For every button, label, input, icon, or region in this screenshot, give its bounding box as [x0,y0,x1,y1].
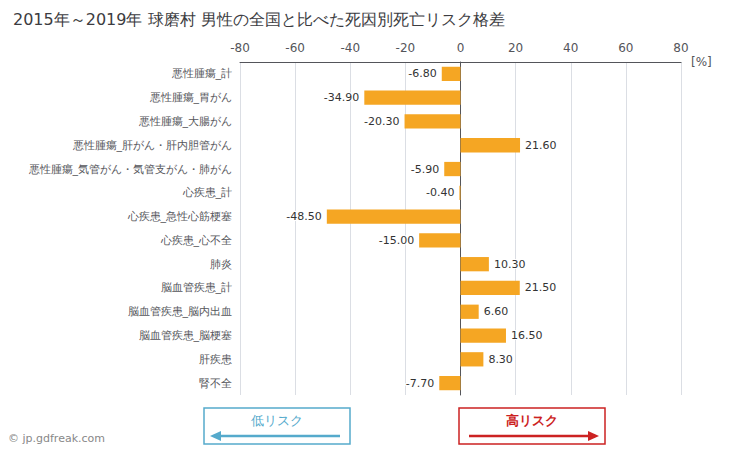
svg-text:悪性腫瘍_気管がん・気管支がん・肺がん: 悪性腫瘍_気管がん・気管支がん・肺がん [28,163,233,176]
svg-text:-60: -60 [285,41,305,55]
svg-text:心疾患_心不全: 心疾患_心不全 [160,234,233,247]
svg-text:-6.80: -6.80 [408,67,436,80]
svg-text:-5.90: -5.90 [411,163,439,176]
svg-text:肝疾患: 肝疾患 [199,353,232,366]
svg-text:心疾患_計: 心疾患_計 [182,186,233,199]
svg-text:-20: -20 [396,41,416,55]
svg-text:-40: -40 [340,41,360,55]
svg-text:21.50: 21.50 [525,281,557,294]
svg-text:6.60: 6.60 [484,305,509,318]
svg-text:悪性腫瘍_肝がん・肝内胆管がん: 悪性腫瘍_肝がん・肝内胆管がん [72,139,233,152]
svg-text:8.30: 8.30 [488,353,513,366]
svg-text:悪性腫瘍_胃がん: 悪性腫瘍_胃がん [149,91,233,104]
svg-text:悪性腫瘍_大腸がん: 悪性腫瘍_大腸がん [138,115,233,128]
svg-text:肺炎: 肺炎 [210,258,232,271]
svg-text:-80: -80 [230,41,250,55]
svg-text:腎不全: 腎不全 [199,377,232,390]
svg-text:60: 60 [618,41,633,55]
svg-text:-7.70: -7.70 [406,377,434,390]
svg-text:高リスク: 高リスク [506,413,558,428]
svg-text:20: 20 [508,41,523,55]
svg-text:© jp.gdfreak.com: © jp.gdfreak.com [8,432,105,445]
svg-text:脳血管疾患_計: 脳血管疾患_計 [161,281,233,294]
svg-text:40: 40 [563,41,578,55]
svg-text:-0.40: -0.40 [426,186,454,199]
svg-text:10.30: 10.30 [494,258,526,271]
svg-text:脳血管疾患_脳内出血: 脳血管疾患_脳内出血 [128,305,233,318]
svg-text:-20.30: -20.30 [364,115,399,128]
svg-text:心疾患_急性心筋梗塞: 心疾患_急性心筋梗塞 [127,210,233,223]
svg-text:21.60: 21.60 [525,139,557,152]
svg-text:16.50: 16.50 [511,329,543,342]
svg-text:0: 0 [457,41,465,55]
svg-text:脳血管疾患_脳梗塞: 脳血管疾患_脳梗塞 [139,329,233,342]
svg-text:[%]: [%] [691,55,712,69]
svg-text:2015年～2019年 球磨村 男性の全国と比べた死因別死亡: 2015年～2019年 球磨村 男性の全国と比べた死因別死亡リスク格差 [13,10,505,29]
svg-text:低リスク: 低リスク [251,413,303,428]
svg-text:-34.90: -34.90 [324,91,359,104]
svg-text:80: 80 [673,41,688,55]
svg-text:-48.50: -48.50 [286,210,321,223]
svg-text:悪性腫瘍_計: 悪性腫瘍_計 [171,67,233,80]
svg-text:-15.00: -15.00 [379,234,414,247]
